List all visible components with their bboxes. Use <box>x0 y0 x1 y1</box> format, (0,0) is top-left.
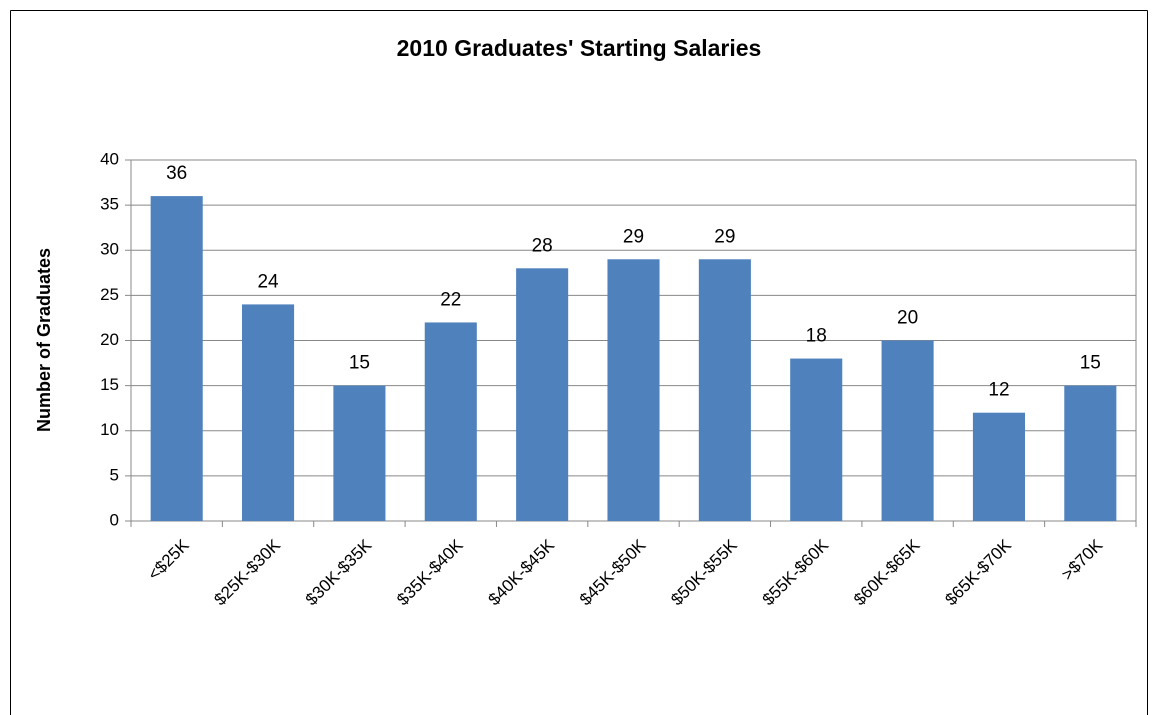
y-tick-label: 10 <box>100 420 119 439</box>
y-axis-label: Number of Graduates <box>34 248 54 432</box>
y-tick-label: 5 <box>110 465 119 484</box>
bar <box>607 259 660 521</box>
y-tick-label: 15 <box>100 375 119 394</box>
data-label: 15 <box>1080 353 1101 374</box>
bar <box>1064 385 1117 521</box>
data-label: 24 <box>257 271 279 292</box>
bar <box>516 268 569 521</box>
x-tick-label: $55K-$60K <box>759 535 833 609</box>
x-tick-label: $45K-$50K <box>576 535 650 609</box>
x-tick-label: $65K-$70K <box>941 535 1015 609</box>
data-label: 20 <box>897 308 918 329</box>
bar <box>881 340 934 521</box>
bar <box>698 259 751 521</box>
x-tick-label: $40K-$45K <box>485 535 559 609</box>
chart-title: 2010 Graduates' Starting Salaries <box>397 35 762 61</box>
data-label: 36 <box>166 163 187 184</box>
x-tick-label: $25K-$30K <box>210 535 284 609</box>
data-label: 12 <box>988 380 1009 401</box>
x-tick-label: <$25K <box>144 535 193 584</box>
x-tick-label: $35K-$40K <box>393 535 467 609</box>
data-label: 28 <box>532 235 553 256</box>
y-tick-label: 25 <box>100 285 119 304</box>
y-tick-label: 20 <box>100 330 119 349</box>
bar <box>790 358 843 521</box>
y-tick-label: 40 <box>100 149 119 168</box>
data-label: 29 <box>714 226 735 247</box>
data-label: 29 <box>623 226 644 247</box>
bar <box>972 412 1025 521</box>
bar <box>333 385 386 521</box>
bar <box>150 196 203 521</box>
data-label: 18 <box>806 326 827 347</box>
x-tick-label: >$70K <box>1058 535 1107 584</box>
y-tick-label: 35 <box>100 195 119 214</box>
x-tick-label: $50K-$55K <box>667 535 741 609</box>
bar <box>424 322 477 521</box>
y-tick-label: 30 <box>100 240 119 259</box>
x-tick-label: $30K-$35K <box>302 535 376 609</box>
x-tick-label: $60K-$65K <box>850 535 924 609</box>
data-label: 15 <box>349 353 370 374</box>
data-label: 22 <box>440 289 461 310</box>
y-tick-label: 0 <box>110 510 119 529</box>
bar <box>242 304 295 521</box>
